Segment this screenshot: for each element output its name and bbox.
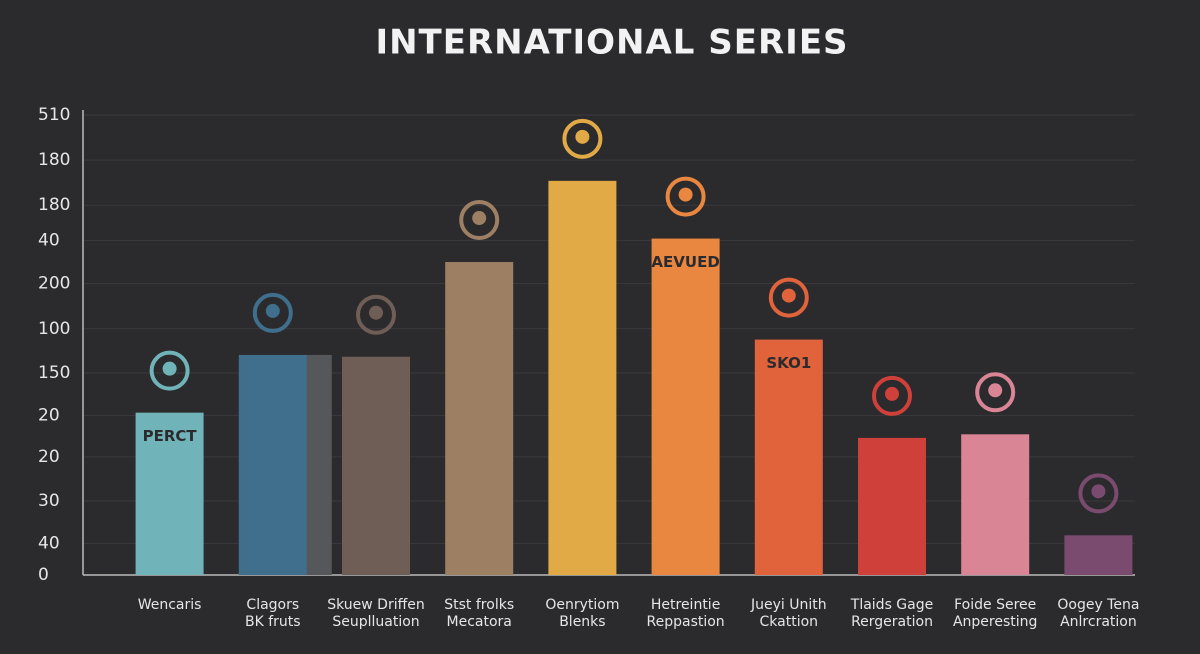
x-tick-label: Reppastion <box>647 614 725 630</box>
x-tick-label: Seuplluation <box>332 614 419 630</box>
icon <box>1091 484 1106 499</box>
icon <box>781 288 796 303</box>
y-tick-label: 40 <box>38 533 60 553</box>
y-tick-label: 180 <box>38 195 70 215</box>
icon <box>472 211 487 226</box>
x-tick-label: Clagors <box>246 597 299 613</box>
icon <box>678 187 693 202</box>
y-tick-label: 20 <box>38 405 60 425</box>
y-tick-label: 180 <box>38 150 70 170</box>
icon <box>872 375 912 416</box>
icon <box>975 372 1016 413</box>
x-tick-label: BK fruts <box>245 614 301 630</box>
x-tick-label: Wencaris <box>138 597 202 613</box>
bar <box>1064 535 1133 575</box>
x-tick-label: Jueyi Unith <box>750 597 827 613</box>
x-tick-label: Skuew Driffen <box>327 597 425 613</box>
x-tick-label: Oenrytiom <box>545 597 619 613</box>
icon <box>162 361 177 376</box>
bar <box>548 180 617 575</box>
icon <box>665 176 706 217</box>
x-tick-label: Mecatora <box>447 614 512 630</box>
y-tick-label: 20 <box>38 447 60 467</box>
icon <box>988 383 1003 398</box>
icon <box>265 303 280 318</box>
x-tick-label: Stst frolks <box>444 597 514 613</box>
icon <box>149 350 190 391</box>
icon <box>356 294 396 335</box>
x-tick-label: Tlaids Gage <box>850 597 933 613</box>
x-tick-label: Ckattion <box>760 614 819 630</box>
bar-label: SKO1 <box>766 354 811 372</box>
x-tick-label: Blenks <box>559 614 605 630</box>
bar <box>961 434 1030 575</box>
icon <box>768 277 809 318</box>
y-tick-label: 150 <box>38 363 70 383</box>
bar <box>858 437 926 575</box>
icon <box>369 305 383 320</box>
icon <box>885 386 899 401</box>
bar-shadow <box>305 354 332 575</box>
icon <box>459 200 500 241</box>
y-tick-label: 100 <box>38 319 70 339</box>
x-tick-label: Rergeration <box>851 614 933 630</box>
y-tick-label: 30 <box>38 491 60 511</box>
y-tick-label: 200 <box>38 274 70 294</box>
icon <box>1078 473 1119 514</box>
x-tick-label: Oogey Tena <box>1057 597 1139 613</box>
y-tick-label: 510 <box>38 105 70 125</box>
x-tick-label: Foide Seree <box>954 597 1036 613</box>
x-tick-label: Anlrcration <box>1060 614 1137 630</box>
icon <box>252 292 293 333</box>
bar <box>445 262 514 575</box>
bar <box>238 354 307 575</box>
x-tick-label: Anperesting <box>953 614 1037 630</box>
x-tick-label: Hetreintie <box>651 597 720 613</box>
bar-label: AEVUED <box>651 253 719 271</box>
icon <box>575 129 590 144</box>
bar <box>342 356 410 575</box>
bar <box>651 238 720 575</box>
y-tick-label: 0 <box>38 565 49 585</box>
bar <box>135 412 204 575</box>
icon <box>562 118 603 159</box>
chart-title: INTERNATIONAL SERIES <box>375 23 848 63</box>
bar-label: PERCT <box>143 427 198 445</box>
bar <box>754 339 823 575</box>
y-tick-label: 40 <box>38 230 60 250</box>
